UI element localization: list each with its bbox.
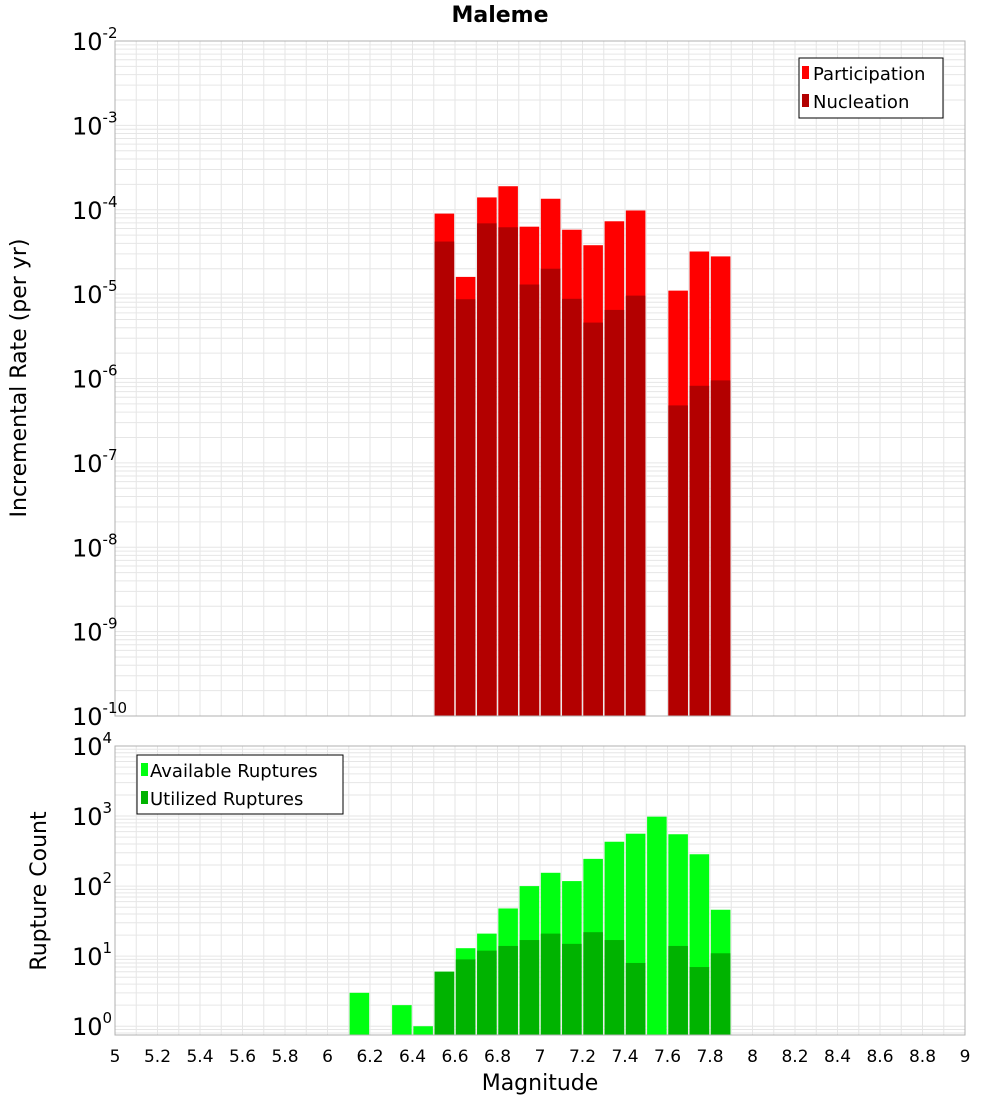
top-bar-nucleation <box>477 223 497 716</box>
top-y-axis-label: Incremental Rate (per yr) <box>7 239 32 518</box>
chart-title: Maleme <box>451 3 548 28</box>
nucleation-swatch <box>802 94 809 107</box>
y-tick-label: 101 <box>72 939 112 971</box>
top-bar-nucleation <box>455 299 476 716</box>
available-swatch <box>141 763 148 776</box>
top-grid <box>114 40 966 717</box>
x-tick-label: 6 <box>322 1047 333 1067</box>
x-tick-label: 5.8 <box>271 1047 298 1067</box>
y-tick-label: 10-6 <box>72 362 118 394</box>
bottom-panel: 104 103 102 101 100 Rupture Count Available … <box>27 729 970 1096</box>
top-legend: Participation Nucleation <box>798 57 944 119</box>
bottom-bar-available-ruptures <box>349 992 370 1035</box>
y-tick-label: 104 <box>72 729 112 761</box>
top-plot-frame <box>114 40 966 717</box>
bottom-plot-frame <box>114 745 966 1036</box>
y-tick-label: 102 <box>72 869 112 901</box>
x-tick-labels: 5 5.2 5.4 5.6 5.8 6 6.2 6.4 6.6 6.8 7 7.2 7.4 7.6 7.8 8… <box>110 1047 971 1067</box>
y-tick-label: 10-9 <box>72 615 118 647</box>
x-tick-label: 8.8 <box>909 1047 936 1067</box>
x-tick-label: 7.8 <box>696 1047 723 1067</box>
bottom-bar-utilized-ruptures <box>519 940 540 1035</box>
bottom-bar-utilized-ruptures <box>562 943 582 1035</box>
x-tick-label: 7.6 <box>654 1047 681 1067</box>
top-bar-nucleation <box>498 227 518 716</box>
x-tick-label: 8.2 <box>781 1047 808 1067</box>
x-tick-label: 5.4 <box>186 1047 213 1067</box>
y-tick-label: 10-8 <box>72 530 118 562</box>
bottom-bar-available-ruptures <box>413 1026 433 1035</box>
top-bar-nucleation <box>434 241 455 717</box>
y-tick-label: 10-7 <box>72 446 118 478</box>
utilized-swatch <box>141 791 148 804</box>
top-legend-box <box>798 57 944 119</box>
top-bar-nucleation <box>604 309 625 716</box>
top-bar-nucleation <box>710 380 731 716</box>
top-bar-nucleation <box>540 268 561 716</box>
nucleation-legend-label: Nucleation <box>813 92 909 113</box>
participation-swatch <box>802 66 809 79</box>
top-bar-nucleation <box>689 385 710 716</box>
x-axis-label: Magnitude <box>482 1071 599 1096</box>
x-tick-label: 7.4 <box>611 1047 638 1067</box>
x-tick-label: 6.2 <box>356 1047 383 1067</box>
x-tick-label: 6.8 <box>484 1047 511 1067</box>
bottom-bar-utilized-ruptures <box>689 967 710 1035</box>
x-tick-label: 6.6 <box>441 1047 468 1067</box>
x-tick-label: 5.6 <box>229 1047 256 1067</box>
top-bar-nucleation <box>625 295 646 716</box>
y-tick-label: 10-4 <box>72 193 118 225</box>
bottom-bar-utilized-ruptures <box>477 950 497 1035</box>
x-tick-label: 7 <box>535 1047 546 1067</box>
x-tick-label: 8.6 <box>866 1047 893 1067</box>
bottom-bar-utilized-ruptures <box>668 945 688 1035</box>
bottom-y-axis-label: Rupture Count <box>27 811 52 971</box>
y-tick-label: 100 <box>72 1009 112 1041</box>
y-tick-label: 10-3 <box>72 108 118 140</box>
bottom-y-tick-labels: 104 103 102 101 100 <box>72 729 112 1041</box>
x-tick-label: 8 <box>747 1047 758 1067</box>
bottom-bar-utilized-ruptures <box>498 945 518 1035</box>
bottom-bar-utilized-ruptures <box>583 932 603 1035</box>
bottom-bar-utilized-ruptures <box>434 971 455 1035</box>
y-tick-label: 103 <box>72 799 112 831</box>
bottom-bar-available-ruptures <box>647 816 667 1035</box>
y-tick-label: 10-5 <box>72 277 118 309</box>
bottom-legend: Available Ruptures Utilized Ruptures <box>136 754 344 815</box>
x-tick-label: 7.2 <box>569 1047 596 1067</box>
top-y-tick-labels: 10-2 10-3 10-4 10-5 10-6 10-7 10-8 10-9 10-10 <box>72 24 127 731</box>
bottom-bar-utilized-ruptures <box>455 959 476 1035</box>
y-tick-label: 10-2 <box>72 24 118 56</box>
top-bar-nucleation <box>562 298 582 716</box>
bottom-bars <box>349 816 731 1035</box>
bottom-bar-utilized-ruptures <box>540 933 561 1035</box>
top-bar-nucleation <box>668 405 688 716</box>
x-tick-label: 8.4 <box>824 1047 851 1067</box>
x-tick-label: 5.2 <box>144 1047 171 1067</box>
top-bars <box>434 186 731 717</box>
top-panel: 10-2 10-3 10-4 10-5 10-6 10-7 10-8 10-9 10-10 In… <box>7 24 966 731</box>
x-tick-label: 9 <box>960 1047 971 1067</box>
bottom-legend-box <box>136 754 344 815</box>
x-tick-label: 5 <box>110 1047 121 1067</box>
y-tick-label: 10-10 <box>72 699 127 731</box>
x-tick-label: 6.4 <box>399 1047 426 1067</box>
available-legend-label: Available Ruptures <box>150 761 318 782</box>
bottom-bar-utilized-ruptures <box>710 953 731 1035</box>
top-bar-nucleation <box>583 322 603 716</box>
participation-legend-label: Participation <box>813 64 925 85</box>
bottom-bar-utilized-ruptures <box>604 940 625 1035</box>
utilized-legend-label: Utilized Ruptures <box>150 789 303 810</box>
top-bar-nucleation <box>519 284 540 716</box>
bottom-bar-available-ruptures <box>392 1005 412 1035</box>
bottom-grid <box>114 745 966 1035</box>
bottom-bar-utilized-ruptures <box>625 962 646 1035</box>
